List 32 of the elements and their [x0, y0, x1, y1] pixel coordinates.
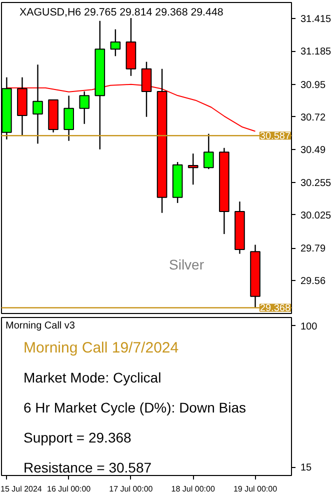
y-tick-label: 30.025 [300, 210, 332, 222]
x-tick-label: 15 Jul 2024 [0, 484, 42, 494]
ref-line-label: 30.587 [260, 131, 291, 142]
x-tick-label: 19 Jul 00:00 [233, 484, 278, 494]
candlestick [64, 95, 74, 142]
y-tick-label: 15 [300, 462, 312, 474]
chart-title: Morning Call v3 [6, 320, 76, 332]
y-tick-label: 29.56 [300, 276, 326, 288]
candlestick [110, 28, 121, 57]
x-tick-label: 17 Jul 00:00 [109, 484, 154, 494]
annotation: Silver [168, 256, 204, 272]
annotation: Support = 29.368 [24, 430, 132, 446]
candlestick [32, 64, 43, 144]
candlestick [203, 133, 214, 170]
candlestick [79, 90, 90, 125]
y-tick-label: 30.255 [300, 178, 332, 189]
x-tick-label: 16 Jul 00:00 [47, 484, 92, 494]
annotation: Resistance = 30.587 [24, 460, 152, 476]
y-tick-label: 30.95 [300, 80, 326, 91]
y-tick-label: 30.49 [300, 144, 326, 156]
y-tick-label: 31.415 [300, 14, 332, 26]
x-tick-label: 18 Jul 00:00 [171, 484, 216, 494]
annotation: 6 Hr Market Cycle (D%): Down Bias [24, 400, 246, 416]
y-tick-label: 30.72 [300, 112, 326, 124]
ref-line-label: 29.368 [260, 303, 291, 314]
annotation: Market Mode: Cyclical [24, 370, 162, 386]
text: Morning Call 19/7/2024 [24, 340, 179, 356]
y-tick-label: 31.185 [300, 46, 332, 58]
y-tick-label: 29.79 [300, 244, 326, 255]
y-tick-label: 100 [300, 321, 318, 332]
chart-title: XAGUSD,H6 29.765 29.814 29.368 29.448 [20, 6, 224, 18]
candlestick [188, 152, 198, 186]
